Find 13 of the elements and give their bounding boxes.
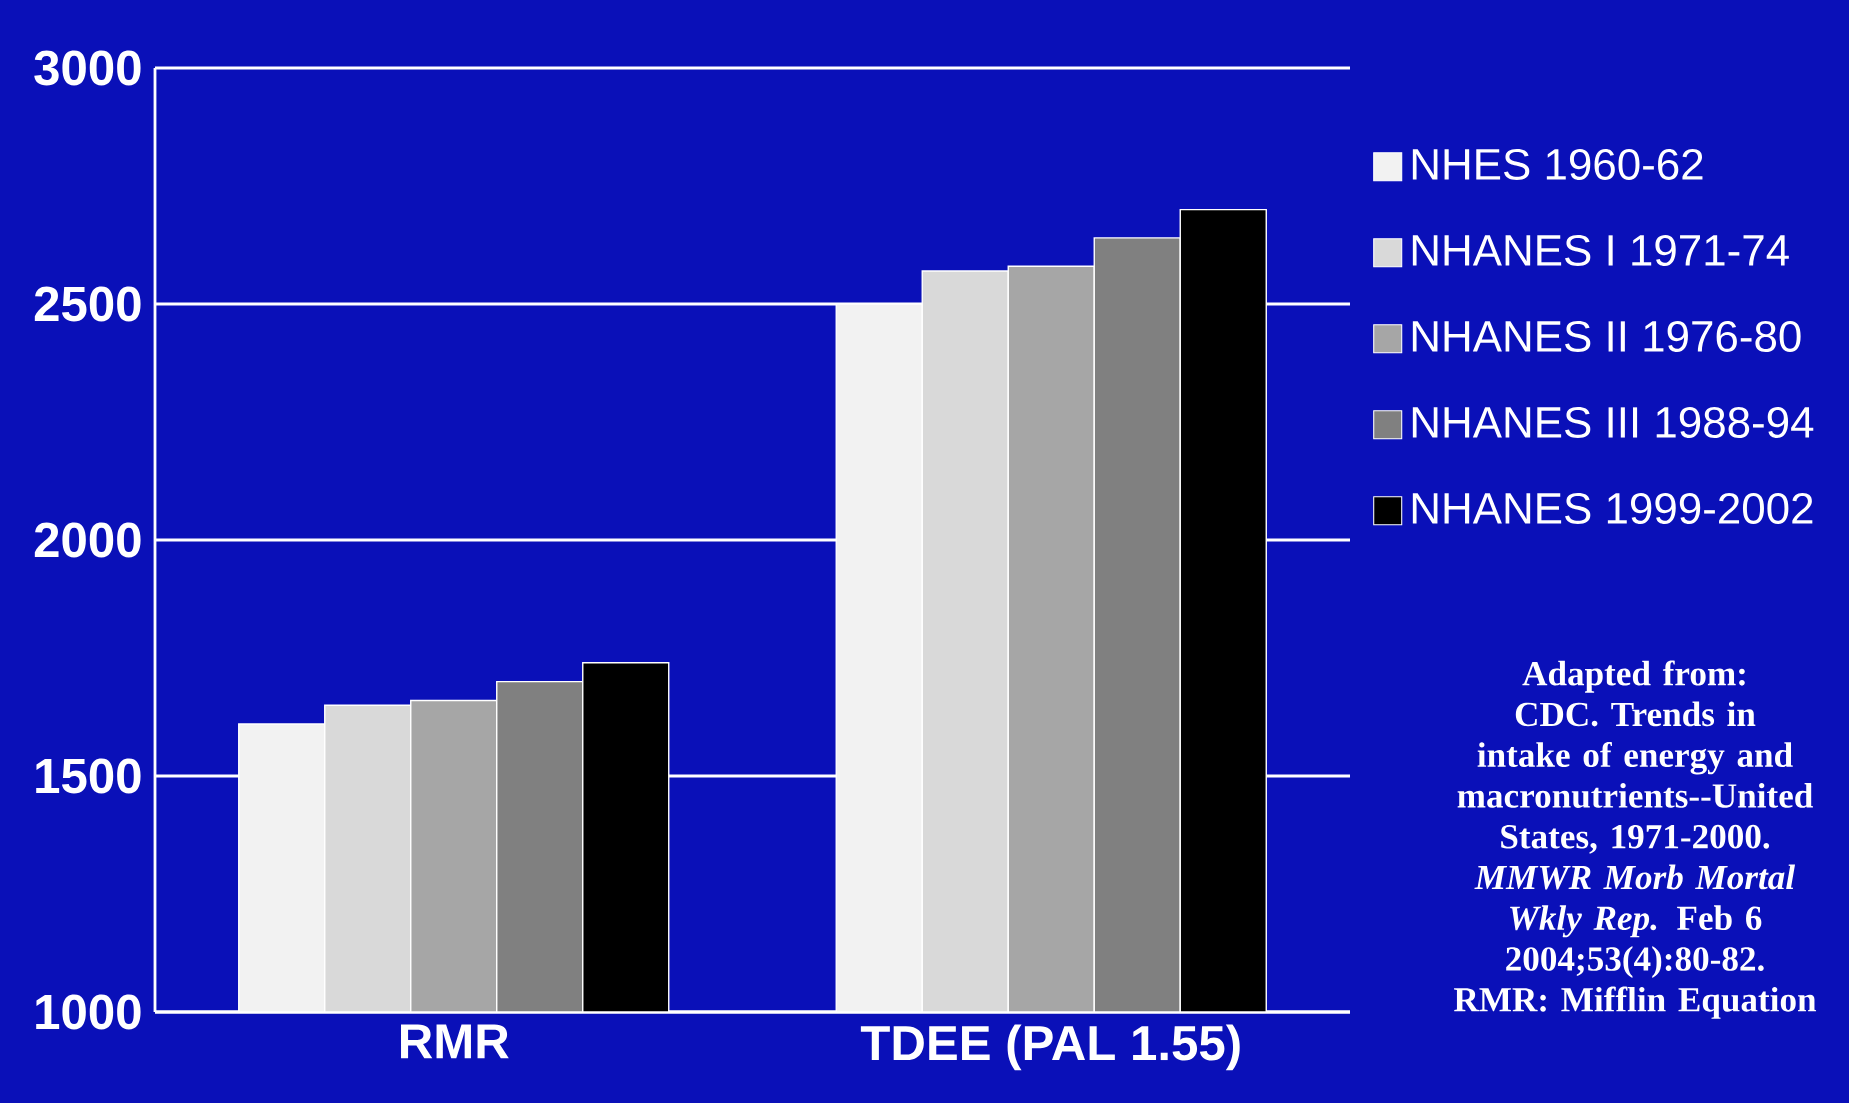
legend-label: NHANES III 1988-94 bbox=[1412, 406, 1814, 438]
y-tick-label: 1500 bbox=[36, 758, 141, 794]
y-tick-label: 2500 bbox=[34, 286, 141, 322]
x-tick-label: TDEE (PAL 1.55) bbox=[860, 1024, 1240, 1071]
y-tick-label: 1000 bbox=[36, 994, 141, 1030]
y-tick-label: 2000 bbox=[34, 522, 141, 558]
x-tick-label: RMR bbox=[401, 1024, 509, 1059]
text: Adapted from: CDC. Trends in intake of energy and macronutrients--United States, 1971-2000. MMWR Morb Mortal Wkly Rep. Feb 6 2004;53(4):80-82. RMR: Mifflin Equation bbox=[1454, 660, 1817, 1019]
legend-label: NHANES 1999-2002 bbox=[1412, 492, 1813, 524]
legend-label: NHES 1960-62 bbox=[1412, 148, 1703, 180]
y-tick-label: 3000 bbox=[34, 50, 141, 86]
legend-label: NHANES II 1976-80 bbox=[1412, 320, 1801, 352]
legend-label: NHANES I 1971-74 bbox=[1412, 234, 1789, 266]
